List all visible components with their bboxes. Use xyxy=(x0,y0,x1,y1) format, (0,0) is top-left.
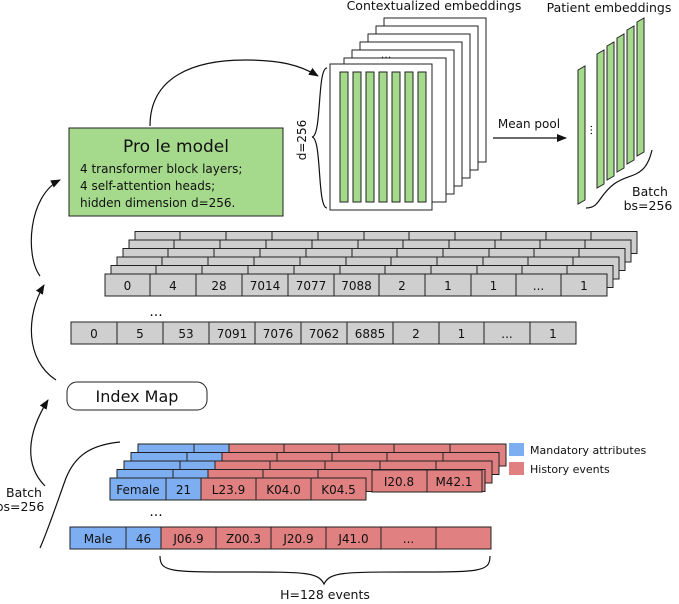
index-single-row-cell-text: 6885 xyxy=(355,327,386,341)
batch-top-label-1: Batch xyxy=(632,184,668,199)
patient-row-front: Female 21 L23.9 K04.0 K04.5 xyxy=(109,477,367,501)
mean-pool-label: Mean pool xyxy=(498,117,560,131)
patient-front-row-cell xyxy=(310,477,367,501)
index-front-row-cell-text: 4 xyxy=(169,279,177,293)
index-front-row-cell-text: 0 xyxy=(124,279,132,293)
patient-front-row-cell-text: Female xyxy=(116,483,159,497)
batch-left-label-1: Batch xyxy=(6,485,42,500)
batch-left-label-2: bs=256 xyxy=(0,499,44,514)
index-front-row-cell-text: 1 xyxy=(580,279,588,293)
patient-row-single: Male 46 J06.9 Z00.3 J20.9 J41.0... xyxy=(69,526,492,550)
index-front-row-cell-text: ... xyxy=(533,279,544,293)
legend-history-label: History events xyxy=(530,463,610,476)
index-single-row-cell-text: 7076 xyxy=(263,327,294,341)
model-line-1: 4 transformer block layers; xyxy=(80,162,242,176)
index-single-row-cell-text: 2 xyxy=(412,327,420,341)
patient-front-row-cell-text: K04.0 xyxy=(266,483,301,497)
patient-back-row-cell-text: M42.1 xyxy=(435,475,472,489)
index-rows-dots: ... xyxy=(149,304,162,320)
index-single-row-cell-text: 53 xyxy=(178,327,193,341)
patient-front-row-cell-text: K04.5 xyxy=(321,483,356,497)
indexmap-to-rows-arrow xyxy=(30,284,57,381)
patient-embeddings-title: Patient embeddings xyxy=(547,0,672,15)
index-map-box xyxy=(66,381,208,411)
patient-embeddings-stack: ... xyxy=(577,17,645,205)
embedding-dots: ... xyxy=(381,48,392,61)
legend-mandatory-swatch xyxy=(509,443,524,456)
contextualized-embeddings-title: Contextualized embeddings xyxy=(347,0,522,13)
patient-single-row-cell xyxy=(435,526,492,550)
index-front-row-cell-text: 28 xyxy=(211,279,226,293)
patient-back-row-cell xyxy=(426,469,483,493)
index-front-row-cell-text: 7088 xyxy=(341,279,372,293)
d-brace xyxy=(311,67,328,209)
legend-mandatory-label: Mandatory attributes xyxy=(530,444,646,457)
patient-single-row-cell-text: Z00.3 xyxy=(226,532,261,546)
index-single-row-cell-text: 1 xyxy=(458,327,466,341)
batch-top-label-2: bs=256 xyxy=(624,198,673,213)
patient-front-row-cell-text: 21 xyxy=(176,483,191,497)
legend: Mandatory attributes History events xyxy=(509,443,646,476)
index-single-row-cell-text: 7062 xyxy=(309,327,340,341)
patient-single-row-cell-text: Male xyxy=(84,532,112,546)
index-row-single: 0 5 53 7091 7076 7062 6885 2 1... 1 xyxy=(70,321,577,345)
index-front-row-cell-text: 1 xyxy=(444,279,452,293)
model-line-2: 4 self-attention heads; xyxy=(80,179,215,193)
index-front-row-cell-text: 7077 xyxy=(296,279,327,293)
d-label: d=256 xyxy=(295,120,309,161)
profile-model-box: Pro le model 4 transformer block layers;… xyxy=(68,127,284,217)
patient-back-row-cell-text: I20.8 xyxy=(384,475,414,489)
index-single-row-cell xyxy=(529,321,577,345)
index-single-row-cell-text: 0 xyxy=(90,327,98,341)
batch-brace-left xyxy=(39,441,121,549)
patients-to-indexmap-arrow xyxy=(30,399,49,487)
index-front-row-cell-text: 7014 xyxy=(250,279,281,293)
patient-single-row-cell-text: J06.9 xyxy=(172,532,203,546)
h-events-label: H=128 events xyxy=(280,587,370,602)
h-brace xyxy=(159,555,491,586)
index-to-model-arrow xyxy=(30,179,61,277)
index-front-row-cell-text: 1 xyxy=(490,279,498,293)
index-single-row-cell-text: 1 xyxy=(549,327,557,341)
model-line-3: hidden dimension d=256. xyxy=(80,196,235,210)
index-single-row-cell-text: 7091 xyxy=(217,327,248,341)
index-single-row-cell-text: 5 xyxy=(136,327,144,341)
patient-rows-dots: ... xyxy=(149,504,162,520)
batch-brace-top xyxy=(585,149,653,209)
patient-embedding-dots: ... xyxy=(582,125,595,136)
patient-single-row-cell-text: J20.9 xyxy=(282,532,313,546)
index-row-front: 0 4 28 7014 7077 7088 2 1 1... 1 xyxy=(104,273,608,297)
patient-single-row-cell-text: ... xyxy=(403,532,414,546)
index-single-row-cell-text: ... xyxy=(501,327,512,341)
profile-model-title: Pro le model xyxy=(123,137,229,157)
index-front-row-cell xyxy=(560,273,608,297)
index-rows-stack: 0 4 28 7014 7077 7088 2 1 1... 1 xyxy=(104,231,638,297)
index-map-label: Index Map xyxy=(96,387,179,406)
index-front-row-cell-text: 2 xyxy=(398,279,406,293)
contextualized-embeddings-stack: ... xyxy=(329,17,487,211)
patient-front-row-cell-text: L23.9 xyxy=(212,483,245,497)
model-to-embeddings-arrow xyxy=(149,59,319,127)
legend-history-swatch xyxy=(509,462,524,475)
patient-single-row-cell-text: J41.0 xyxy=(337,532,368,546)
patient-single-row-cell-text: 46 xyxy=(136,532,151,546)
